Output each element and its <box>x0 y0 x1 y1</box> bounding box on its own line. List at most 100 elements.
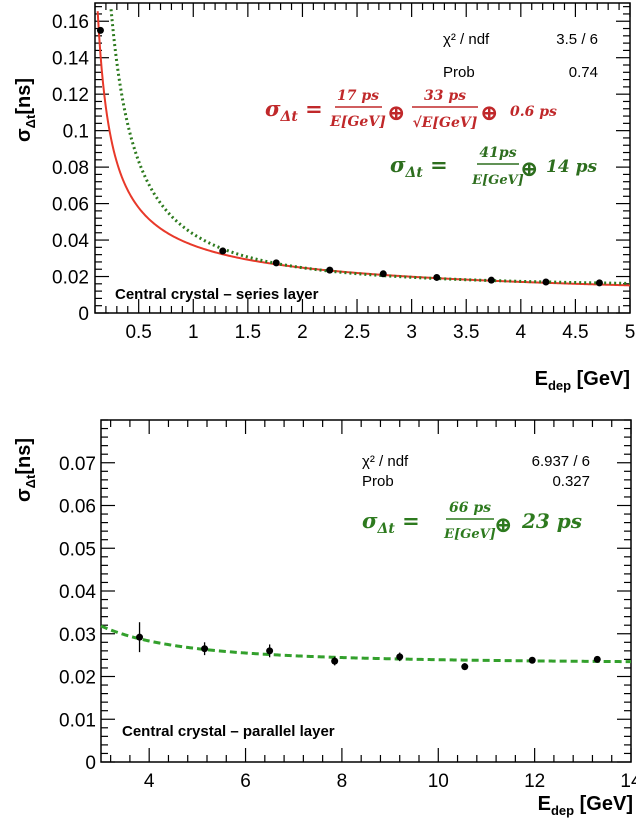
data-point <box>433 273 441 281</box>
x-axis-title-sub: dep <box>551 803 574 818</box>
y-tick-label: 0.07 <box>59 454 96 475</box>
fit-curve <box>109 9 631 285</box>
formula-sub: Δt <box>404 165 423 181</box>
formula-op1: ⊕ <box>387 100 405 126</box>
x-axis-title-main: E <box>535 368 548 390</box>
y-tick-label: 0.1 <box>63 122 89 143</box>
svg-text:σΔt =: σΔt = <box>362 508 420 537</box>
formula-frac2-num: 33 ps <box>424 88 466 104</box>
x-axis-title: Edep [GeV] <box>535 368 630 393</box>
fit-formula-red: σΔt = 17 ps E[GeV] ⊕ 33 ps √E[GeV] ⊕ 0.6… <box>265 88 557 131</box>
x-tick-label: 1 <box>188 322 199 343</box>
panel-label: Central crystal – series layer <box>115 286 319 303</box>
svg-text:σΔt =: σΔt = <box>390 152 448 181</box>
y-tick-label: 0.04 <box>59 582 96 603</box>
formula-sigma: σ <box>265 96 281 121</box>
axis-ticks <box>94 3 631 314</box>
data-point <box>542 278 550 286</box>
formula-sigma: σ <box>390 152 406 177</box>
formula-op1: ⊕ <box>520 156 538 182</box>
prob-value: 0.327 <box>552 473 590 490</box>
x-tick-label: 4 <box>516 322 527 343</box>
data-points <box>136 622 601 671</box>
prob-value: 0.74 <box>569 64 598 81</box>
y-tick-label: 0.14 <box>52 49 89 70</box>
formula-frac1-den: E[GeV] <box>471 173 524 188</box>
y-axis-title: σΔt[ns] <box>13 78 38 142</box>
formula-frac2-den: √E[GeV] <box>413 115 478 131</box>
formula-tail: 14 ps <box>546 157 597 177</box>
formula-tail: 23 ps <box>521 509 582 533</box>
x-axis-title-sub: dep <box>548 378 571 393</box>
fit-curves <box>100 624 632 664</box>
x-tick-label: 10 <box>428 771 449 792</box>
y-axis-title-unit: [ns] <box>13 78 35 115</box>
plot-frame <box>100 419 632 763</box>
formula-frac1-num: 66 ps <box>449 500 491 516</box>
chi2-value: 3.5 / 6 <box>556 31 598 48</box>
y-tick-label: 0.06 <box>59 497 96 518</box>
x-axis-title-unit: [GeV] <box>574 793 633 815</box>
x-tick-label: 6 <box>240 771 251 792</box>
data-point <box>272 259 280 267</box>
formula-sub: Δt <box>279 109 298 125</box>
data-point <box>201 645 209 653</box>
svg-text:σΔt =: σΔt = <box>265 96 323 125</box>
y-tick-label: 0.16 <box>52 12 89 33</box>
formula-frac1-num: 41ps <box>479 145 516 161</box>
plot-frame <box>94 2 631 314</box>
x-tick-label: 0.5 <box>125 322 151 343</box>
x-tick-label: 14 <box>620 771 636 792</box>
y-tick-label: 0.06 <box>52 195 89 216</box>
x-tick-label: 5 <box>625 322 636 343</box>
y-axis-title-main: σ <box>13 128 35 142</box>
chi2-label: χ² / ndf <box>362 453 409 470</box>
data-points <box>96 26 603 287</box>
y-axis-title-main: σ <box>13 488 35 502</box>
x-tick-label: 3.5 <box>453 322 479 343</box>
x-tick-label: 12 <box>524 771 545 792</box>
data-point <box>136 633 144 641</box>
formula-tail: 0.6 ps <box>510 104 557 120</box>
formula-op1: ⊕ <box>494 512 512 538</box>
axis-ticks <box>101 419 632 763</box>
x-tick-label: 2 <box>297 322 308 343</box>
y-tick-label: 0.02 <box>52 268 89 289</box>
data-point <box>396 653 404 661</box>
tick-labels: 0 0.02 0.04 0.06 0.08 0.1 0.12 0.14 0.16 0.5 1 1.5 2… <box>52 12 635 343</box>
fit-curve <box>100 624 632 664</box>
y-axis-title: σΔt[ns] <box>13 438 38 502</box>
chi2-value: 6.937 / 6 <box>532 453 590 470</box>
formula-eq: = <box>423 152 448 177</box>
data-point <box>331 657 339 665</box>
x-axis-title: Edep [GeV] <box>538 793 633 818</box>
x-axis-title-main: E <box>538 793 551 815</box>
data-point <box>528 656 536 664</box>
y-tick-label: 0.04 <box>52 231 89 252</box>
y-tick-label: 0.01 <box>59 710 96 731</box>
data-point <box>266 647 274 655</box>
formula-frac1-num: 17 ps <box>337 88 379 104</box>
data-point <box>595 279 603 287</box>
x-tick-label: 4 <box>144 771 155 792</box>
formula-frac1-den: E[GeV] <box>443 527 496 542</box>
formula-op2: ⊕ <box>480 100 498 126</box>
y-axis-title-sub: Δt <box>23 114 38 128</box>
y-tick-label: 0 <box>85 753 96 774</box>
fit-curves <box>96 9 631 287</box>
x-tick-label: 8 <box>337 771 348 792</box>
formula-frac1-den: E[GeV] <box>329 114 386 130</box>
data-point <box>593 655 601 663</box>
prob-label: Prob <box>362 473 394 490</box>
prob-label: Prob <box>443 64 475 81</box>
parallel-layer-chart: 0 0.01 0.02 0.03 0.04 0.05 0.06 0.07 4 6 8 10 12 14 σ… <box>13 419 636 818</box>
x-tick-label: 4.5 <box>562 322 588 343</box>
formula-sigma: σ <box>362 508 378 533</box>
fit-formula-green: σΔt = 41ps E[GeV] ⊕ 14 ps <box>390 145 597 188</box>
data-point <box>326 266 334 274</box>
y-axis-title-sub: Δt <box>23 474 38 488</box>
data-point <box>487 276 495 284</box>
fit-formula-green: σΔt = 66 ps E[GeV] ⊕ 23 ps <box>362 500 582 542</box>
x-axis-title-unit: [GeV] <box>571 368 630 390</box>
